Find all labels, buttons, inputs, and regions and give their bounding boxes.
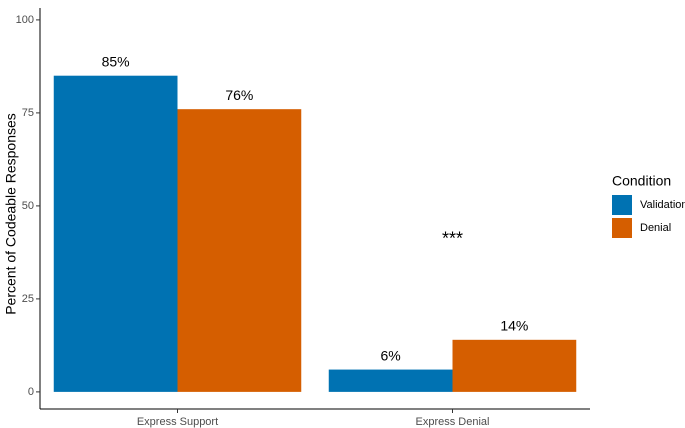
y-tick-label: 0 <box>28 386 34 398</box>
y-tick-label: 100 <box>16 14 34 26</box>
value-label: 6% <box>381 347 401 363</box>
y-tick-label: 75 <box>22 107 34 119</box>
x-tick-label: Express Denial <box>416 416 490 428</box>
significance-annotation: *** <box>442 228 463 248</box>
legend-swatch <box>612 195 632 215</box>
x-tick-label: Express Support <box>137 416 218 428</box>
y-tick-label: 50 <box>22 200 34 212</box>
value-label: 76% <box>225 87 253 103</box>
bar <box>328 369 453 392</box>
value-label: 85% <box>102 53 130 69</box>
legend-label: Denial <box>640 222 671 234</box>
value-label: 14% <box>500 318 528 334</box>
legend-swatch <box>612 218 632 238</box>
bar <box>53 75 178 392</box>
bar <box>177 109 302 392</box>
y-tick-label: 25 <box>22 293 34 305</box>
bar <box>452 339 577 392</box>
legend-label: Validation <box>640 199 685 211</box>
legend-title: Condition <box>612 173 671 189</box>
y-axis-label: Percent of Codeable Responses <box>3 113 19 315</box>
